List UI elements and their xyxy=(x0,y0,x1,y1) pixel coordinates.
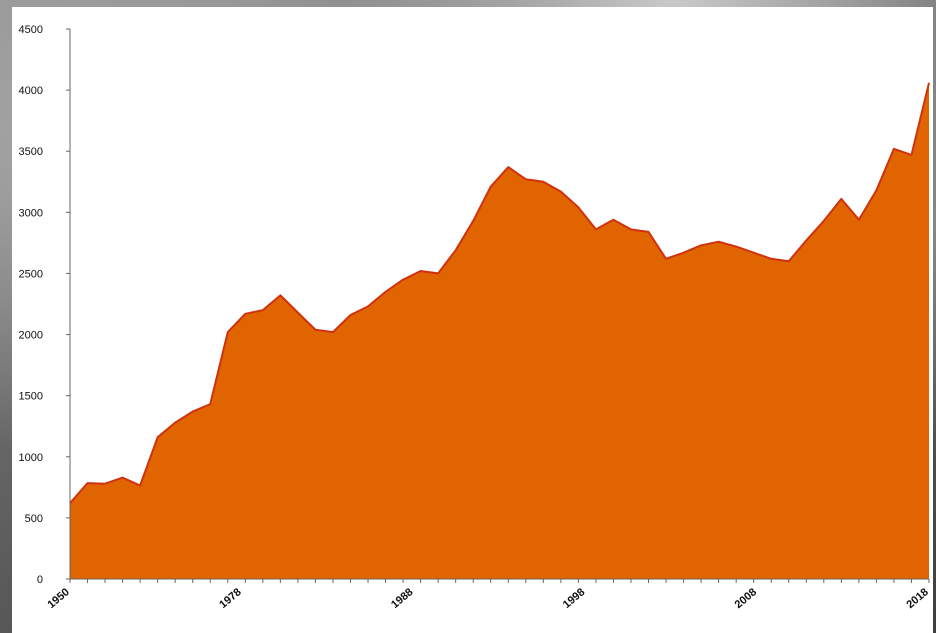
x-tick-label: 2018 xyxy=(904,586,930,611)
y-tick-label: 4000 xyxy=(19,85,43,97)
y-tick-label: 1000 xyxy=(19,452,43,464)
y-tick-label: 1500 xyxy=(19,391,43,403)
x-axis-ticks: 1950 1978 1988 1998 2008 2018 xyxy=(45,579,931,611)
y-tick-label: 2500 xyxy=(19,268,43,280)
y-tick-label: 500 xyxy=(25,513,43,525)
area-series-outline xyxy=(69,82,930,504)
x-tick-label: 1978 xyxy=(217,586,243,611)
y-tick-label: 2000 xyxy=(19,330,43,342)
x-tick-label: 1950 xyxy=(45,586,71,611)
y-tick-label: 0 xyxy=(37,574,43,586)
y-tick-label: 3500 xyxy=(19,146,43,158)
y-tick-label: 3000 xyxy=(19,207,43,219)
y-tick-label: 4500 xyxy=(19,24,43,36)
y-axis-ticks: 0 500 1000 1500 2000 2500 3000 3500 4000 4500 xyxy=(19,24,70,586)
area-series xyxy=(70,82,929,580)
x-tick-label: 2008 xyxy=(733,586,759,611)
x-tick-label: 1998 xyxy=(561,586,587,611)
x-tick-label: 1988 xyxy=(389,586,415,611)
